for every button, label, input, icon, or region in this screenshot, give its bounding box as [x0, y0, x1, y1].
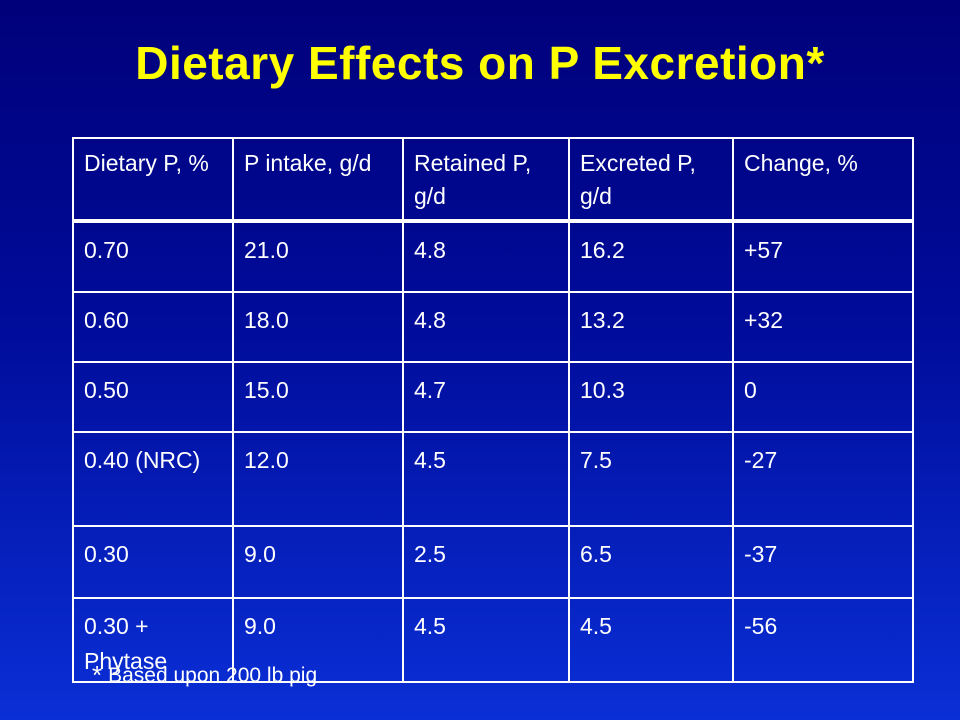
header-cell: Retained P, g/d	[402, 137, 570, 223]
table-cell: 4.5	[402, 597, 570, 683]
table-cell: -56	[732, 597, 914, 683]
table-cell: 18.0	[232, 291, 404, 363]
header-cell: P intake, g/d	[232, 137, 404, 223]
table-row: 0.40 (NRC) 12.0 4.5 7.5 -27	[72, 431, 914, 527]
slide-title: Dietary Effects on P Excretion*	[135, 37, 825, 89]
table-cell: 13.2	[568, 291, 734, 363]
footnote: * Based upon 200 lb pig	[92, 660, 317, 691]
table-header-row: Dietary P, % P intake, g/d Retained P, g…	[72, 137, 914, 223]
table-cell: 12.0	[232, 431, 404, 527]
table-cell: 4.5	[402, 431, 570, 527]
table-row: 0.60 18.0 4.8 13.2 +32	[72, 291, 914, 363]
table-cell: -27	[732, 431, 914, 527]
table-row: 0.70 21.0 4.8 16.2 +57	[72, 220, 914, 293]
table-cell: -37	[732, 525, 914, 599]
table-cell: 0.30	[72, 525, 234, 599]
table-cell: 21.0	[232, 220, 404, 293]
table-cell: 4.8	[402, 220, 570, 293]
footnote-marker: *	[92, 660, 103, 690]
table-row: 0.50 15.0 4.7 10.3 0	[72, 361, 914, 433]
table-cell: 6.5	[568, 525, 734, 599]
table-cell: 9.0	[232, 597, 404, 683]
table-cell: +32	[732, 291, 914, 363]
header-cell: Change, %	[732, 137, 914, 223]
table-row: 0.30 + Phytase 9.0 4.5 4.5 -56	[72, 597, 914, 683]
table-cell: 0.60	[72, 291, 234, 363]
table-cell: 10.3	[568, 361, 734, 433]
table-cell: 0.50	[72, 361, 234, 433]
table-cell: +57	[732, 220, 914, 293]
table-cell: 0	[732, 361, 914, 433]
table-cell: 7.5	[568, 431, 734, 527]
table-cell: 0.70	[72, 220, 234, 293]
table-cell: 4.7	[402, 361, 570, 433]
table-cell: 4.5	[568, 597, 734, 683]
header-cell: Excreted P, g/d	[568, 137, 734, 223]
table-cell: 15.0	[232, 361, 404, 433]
header-cell: Dietary P, %	[72, 137, 234, 223]
table-cell: 9.0	[232, 525, 404, 599]
table-cell: 0.40 (NRC)	[72, 431, 234, 527]
data-table: Dietary P, % P intake, g/d Retained P, g…	[72, 137, 914, 683]
table-cell: 2.5	[402, 525, 570, 599]
table-cell: 4.8	[402, 291, 570, 363]
table-cell: 16.2	[568, 220, 734, 293]
footnote-text: Based upon 200 lb pig	[108, 664, 318, 687]
table-cell: 0.30 + Phytase	[72, 597, 234, 683]
table-row: 0.30 9.0 2.5 6.5 -37	[72, 525, 914, 599]
